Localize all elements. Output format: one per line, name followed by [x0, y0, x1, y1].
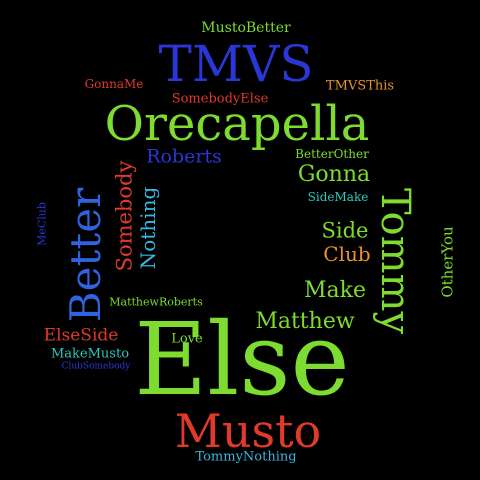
word-else: Else [134, 301, 350, 418]
word-other-you: OtherYou [438, 226, 457, 298]
word-me-club: MeClub [35, 202, 49, 246]
word-gonna: Gonna [297, 162, 371, 187]
word-tommy: Tommy [372, 187, 418, 335]
word-side: Side [321, 218, 369, 243]
word-else-side: ElseSide [43, 325, 119, 346]
word-make-musto: MakeMusto [50, 346, 130, 362]
word-somebody-else: SomebodyElse [171, 91, 269, 107]
word-matthew: Matthew [255, 309, 355, 334]
word-somebody: Somebody [112, 160, 137, 272]
word-better: Better [61, 187, 110, 323]
word-side-make: SideMake [307, 190, 369, 204]
word-orecapella: Orecapella [104, 96, 370, 152]
word-club-somebody: ClubSomebody [61, 361, 131, 372]
word-tmvs: TMVS [158, 35, 314, 93]
word-make: Make [304, 278, 366, 303]
word-nothing: Nothing [136, 186, 160, 270]
word-roberts: Roberts [146, 145, 222, 168]
word-matthew-roberts: MatthewRoberts [109, 295, 203, 309]
word-better-other: BetterOther [295, 147, 369, 161]
word-musto: Musto [174, 404, 322, 458]
word-musto-better: MustoBetter [201, 20, 291, 36]
word-gonna-me: GonnaMe [84, 77, 144, 91]
word-love: Love [171, 331, 203, 347]
word-tommy-nothing: TommyNothing [195, 449, 297, 465]
word-tmvs-this: TMVSThis [325, 78, 395, 94]
word-club: Club [323, 242, 371, 266]
